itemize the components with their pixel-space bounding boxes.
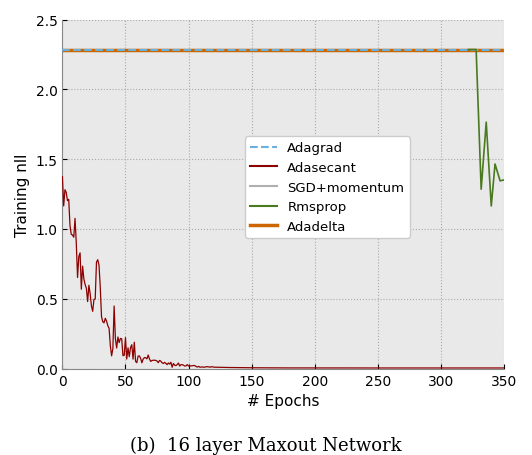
X-axis label: # Epochs: # Epochs	[247, 393, 319, 408]
Y-axis label: Training nll: Training nll	[15, 153, 30, 236]
Text: (b)  16 layer Maxout Network: (b) 16 layer Maxout Network	[130, 436, 402, 455]
Legend: Adagrad, Adasecant, SGD+momentum, Rmsprop, Adadelta: Adagrad, Adasecant, SGD+momentum, Rmspro…	[245, 137, 410, 238]
